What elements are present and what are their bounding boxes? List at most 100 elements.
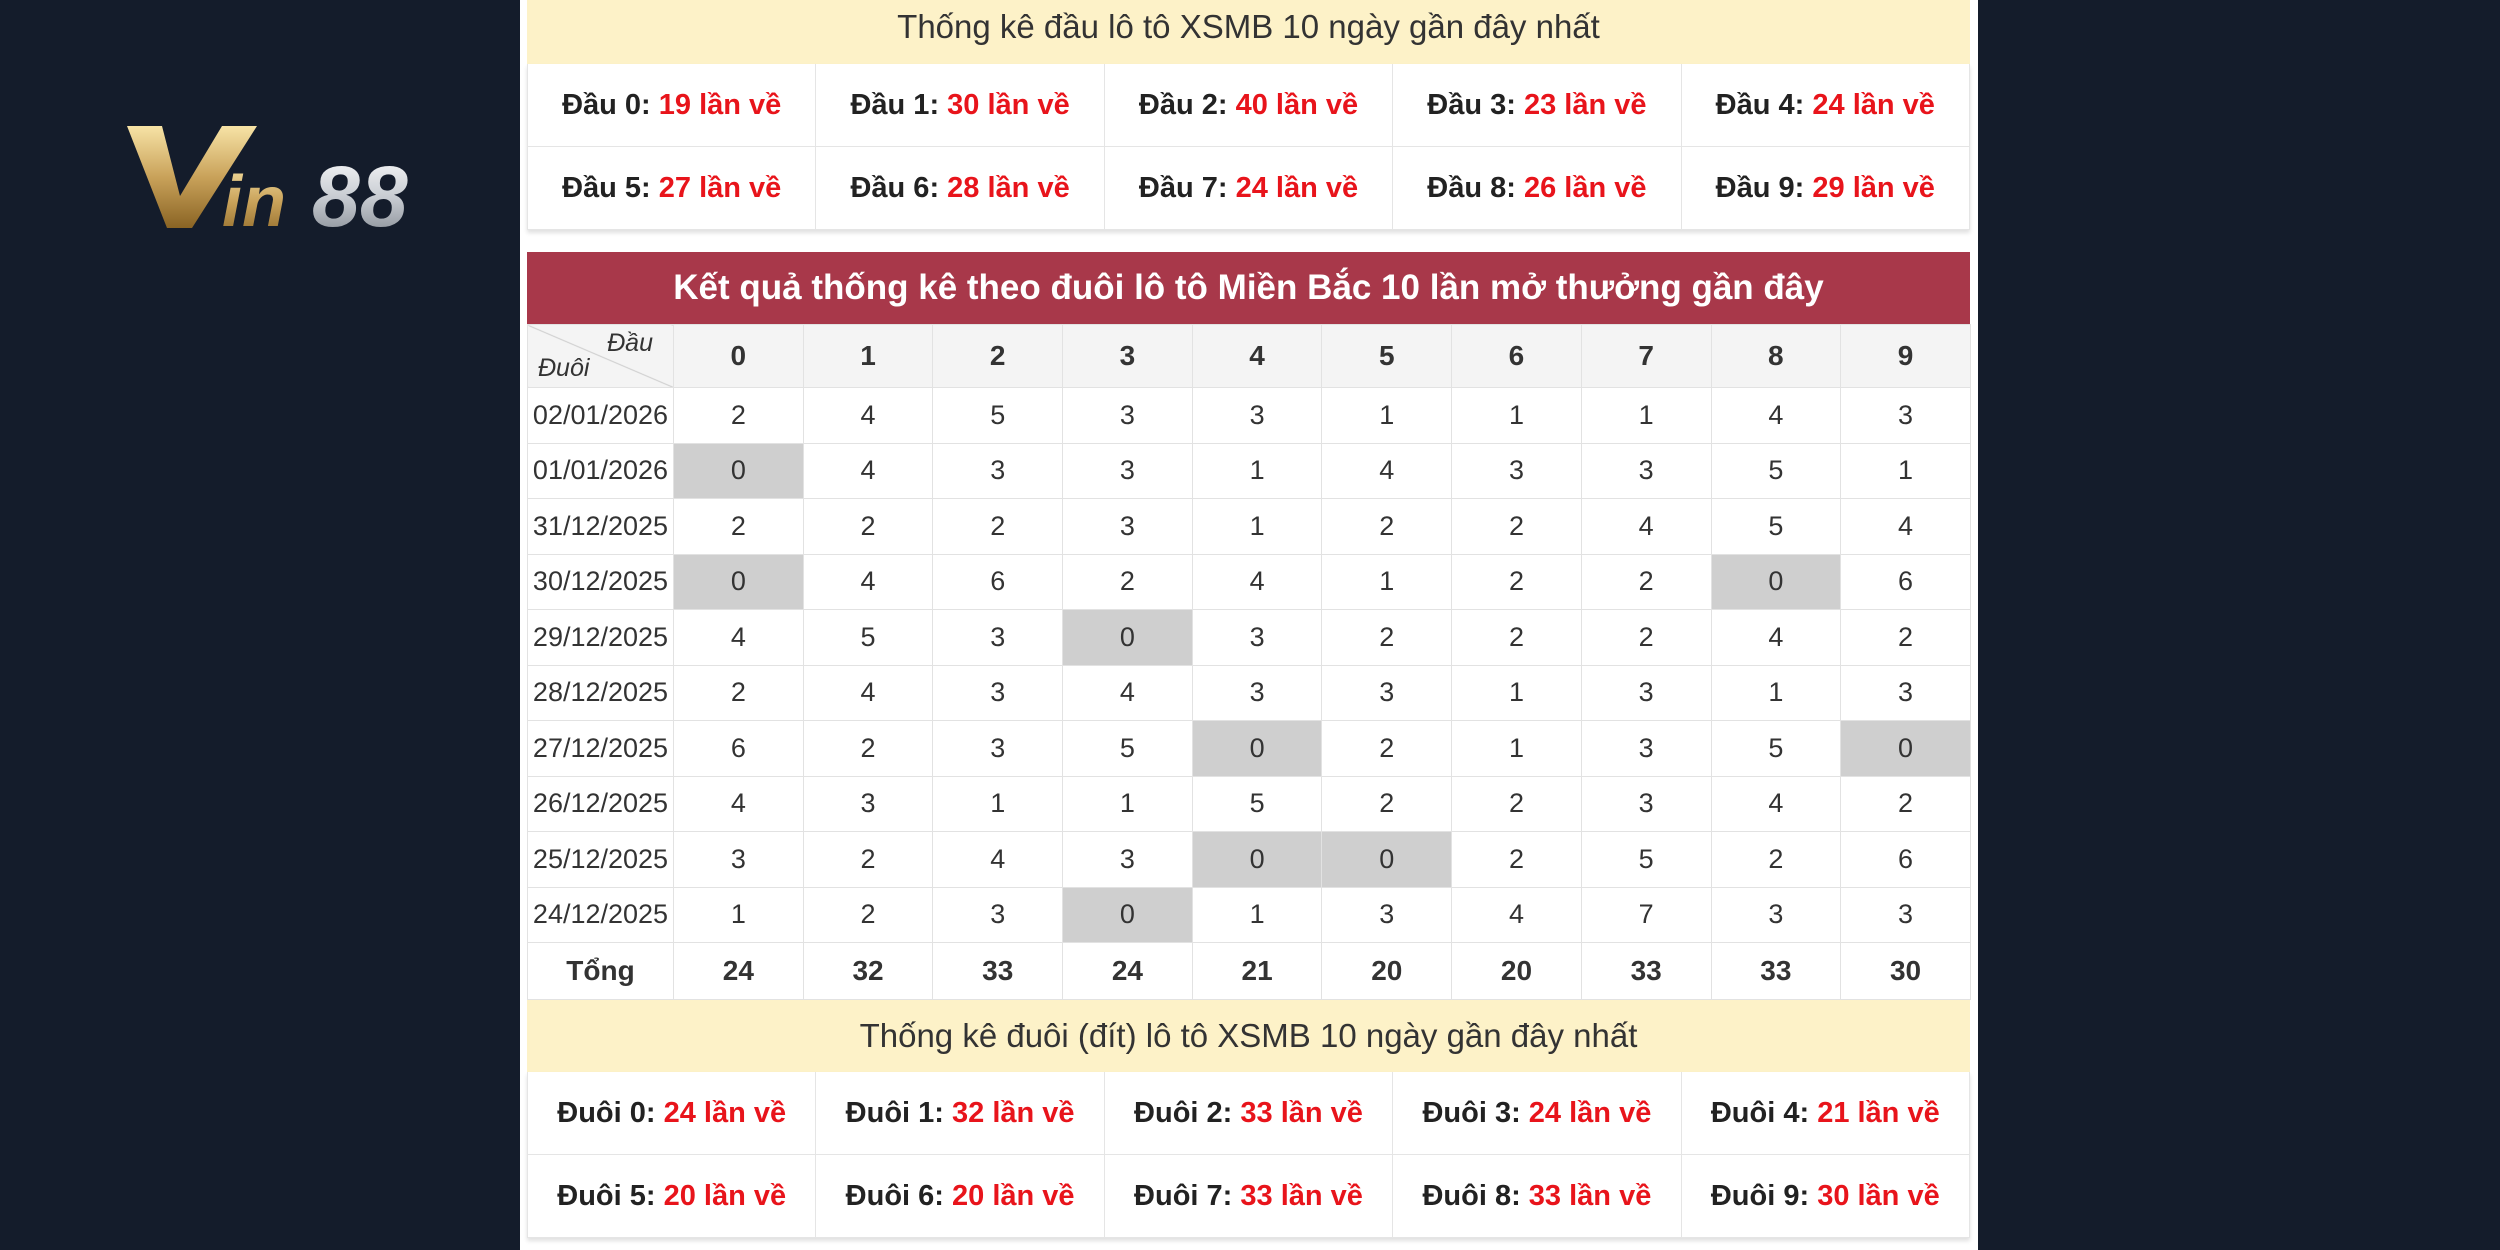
- vin88-logo: in 88: [127, 126, 408, 233]
- table-cell: 3: [673, 831, 804, 888]
- column-header: 7: [1580, 324, 1712, 388]
- table-cell: 5: [1580, 831, 1712, 888]
- table-cell: 0: [1840, 720, 1971, 777]
- table-cell: 1: [1840, 442, 1971, 499]
- table-cell: 3: [932, 720, 1064, 777]
- table-row: 28/12/2025 2 4 3 4 3 3 1 3 1 3: [527, 664, 1971, 721]
- table-cell: 3: [1580, 775, 1712, 832]
- table-cell: 4: [673, 609, 804, 666]
- tail-stat-label: Đuôi 0:: [557, 1097, 656, 1129]
- tail-stat-count: 33 lần về: [1240, 1180, 1363, 1212]
- row-date: 01/01/2026: [527, 442, 674, 499]
- column-header: 5: [1321, 324, 1453, 388]
- head-stat-3: Đầu 3: 23 lần về: [1393, 64, 1682, 147]
- table-cell: 4: [1710, 609, 1842, 666]
- column-header: 4: [1191, 324, 1323, 388]
- table-cell: 3: [1062, 442, 1193, 499]
- head-stat-9: Đầu 9: 29 lần về: [1681, 147, 1970, 230]
- table-cell: 4: [1062, 664, 1193, 721]
- table-cell: 2: [1840, 609, 1971, 666]
- results-content: Thống kê đầu lô tô XSMB 10 ngày gần đây …: [527, 0, 1971, 1238]
- table-cell: 6: [1840, 831, 1971, 888]
- table-cell: 3: [1062, 498, 1193, 555]
- table-cell: 1: [1191, 886, 1323, 943]
- head-stat-count: 23 lần về: [1523, 89, 1647, 121]
- table-cell: 3: [1191, 609, 1323, 666]
- table-cell: 2: [1451, 775, 1582, 832]
- tail-stat-label: Đuôi 8:: [1422, 1180, 1521, 1212]
- table-row: 24/12/2025 1 2 3 0 1 3 4 7 3 3: [527, 886, 1971, 943]
- row-date: 29/12/2025: [527, 609, 674, 666]
- table-cell: 1: [1580, 387, 1712, 444]
- head-stat-1: Đầu 1: 30 lần về: [816, 64, 1105, 147]
- head-stat-label: Đầu 7:: [1138, 172, 1228, 204]
- table-cell: 4: [802, 387, 934, 444]
- table-cell: 2: [1451, 831, 1582, 888]
- tail-stat-0: Đuôi 0: 24 lần về: [528, 1072, 817, 1155]
- table-row: 02/01/2026 2 4 5 3 3 1 1 1 4 3: [527, 387, 1971, 444]
- table-cell: 2: [1580, 553, 1712, 610]
- tail-stat-2: Đuôi 2: 33 lần về: [1104, 1072, 1394, 1155]
- table-cell: 2: [1321, 720, 1453, 777]
- total-cell: 30: [1840, 942, 1971, 1000]
- tail-stat-label: Đuôi 7:: [1134, 1180, 1233, 1212]
- table-cell: 2: [802, 886, 934, 943]
- total-row: Tổng 24 32 33 24 21 20 20 33 33 30: [527, 942, 1971, 1000]
- row-date: 25/12/2025: [527, 831, 674, 888]
- table-cell: 2: [932, 498, 1064, 555]
- table-cell: 3: [932, 664, 1064, 721]
- table-cell: 0: [673, 553, 804, 610]
- head-stat-count: 30 lần về: [947, 89, 1070, 121]
- tail-stat-9: Đuôi 9: 30 lần về: [1681, 1155, 1970, 1238]
- table-cell: 3: [1191, 387, 1323, 444]
- tail-stat-label: Đuôi 4:: [1710, 1097, 1810, 1129]
- svg-text:88: 88: [312, 149, 408, 233]
- total-cell: 20: [1451, 942, 1582, 1000]
- row-date: 26/12/2025: [527, 775, 674, 832]
- table-cell: 3: [1840, 387, 1971, 444]
- table-cell: 4: [802, 664, 934, 721]
- table-cell: 5: [932, 387, 1064, 444]
- table-cell: 4: [1191, 553, 1323, 610]
- row-date: 27/12/2025: [527, 720, 674, 777]
- table-cell: 3: [1321, 886, 1453, 943]
- table-cell: 4: [1321, 442, 1453, 499]
- tail-stat-count: 21 lần về: [1817, 1097, 1940, 1129]
- table-cell: 2: [802, 498, 934, 555]
- table-cell: 3: [1840, 664, 1971, 721]
- head-stat-label: Đầu 8:: [1427, 172, 1516, 204]
- tail-stat-4: Đuôi 4: 21 lần về: [1681, 1072, 1970, 1155]
- table-cell: 3: [1580, 664, 1712, 721]
- table-cell: 6: [673, 720, 804, 777]
- table-cell: 4: [1451, 886, 1582, 943]
- table-cell: 1: [673, 886, 804, 943]
- tail-stats-title: Thống kê đuôi (đít) lô tô XSMB 10 ngày g…: [527, 1000, 1970, 1072]
- table-cell: 5: [1062, 720, 1193, 777]
- table-cell: 0: [1062, 886, 1193, 943]
- table-row: 31/12/2025 2 2 2 3 1 2 2 4 5 4: [527, 498, 1971, 555]
- column-header: 1: [802, 324, 934, 388]
- tail-stat-count: 30 lần về: [1817, 1180, 1940, 1212]
- total-cell: 21: [1191, 942, 1323, 1000]
- head-stat-7: Đầu 7: 24 lần về: [1104, 147, 1394, 230]
- corner-head-label: Đầu: [607, 329, 653, 357]
- total-cell: 20: [1321, 942, 1453, 1000]
- table-cell: 1: [932, 775, 1064, 832]
- table-cell: 3: [1840, 886, 1971, 943]
- tail-stat-count: 24 lần về: [663, 1097, 787, 1129]
- head-stat-8: Đầu 8: 26 lần về: [1393, 147, 1682, 230]
- table-cell: 3: [1191, 664, 1323, 721]
- table-cell: 2: [1840, 775, 1971, 832]
- head-stat-label: Đầu 0:: [562, 89, 651, 121]
- head-stats-title: Thống kê đầu lô tô XSMB 10 ngày gần đây …: [527, 0, 1970, 64]
- head-stat-0: Đầu 0: 19 lần về: [528, 64, 817, 147]
- column-header: 8: [1710, 324, 1842, 388]
- table-cell: 2: [673, 498, 804, 555]
- head-stat-label: Đầu 5:: [562, 172, 651, 204]
- head-stat-4: Đầu 4: 24 lần về: [1681, 64, 1970, 147]
- table-row: 27/12/2025 6 2 3 5 0 2 1 3 5 0: [527, 720, 1971, 777]
- row-date: 02/01/2026: [527, 387, 674, 444]
- table-cell: 4: [1710, 775, 1842, 832]
- table-cell: 0: [1191, 831, 1323, 888]
